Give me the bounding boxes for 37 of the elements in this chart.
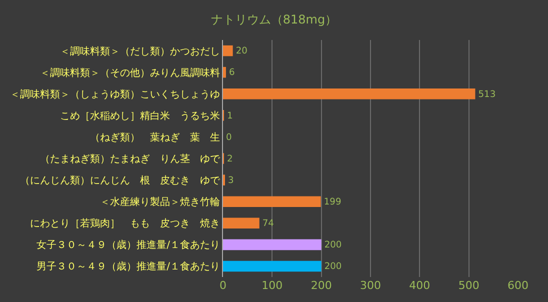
x-tick-label: 100 xyxy=(262,279,283,292)
y-tick-label: （たまねぎ類）たまねぎ りん茎 ゆで xyxy=(40,153,221,165)
y-tick-label: ＜水産練り製品＞焼き竹輪 xyxy=(100,196,220,208)
y-tick-label: こめ［水稲めし］精白米 うるち米 xyxy=(60,110,220,122)
chart-title: ナトリウム（818mg） xyxy=(210,12,338,26)
y-tick-label: ＜調味料類＞（だし類）かつおだし xyxy=(60,45,220,58)
data-label: 20 xyxy=(236,46,248,57)
data-label: 6 xyxy=(228,68,235,78)
y-tick-label: にわとり［若鶏肉］ もも 皮つき 焼き xyxy=(30,218,220,230)
bar xyxy=(223,260,322,272)
x-tick-label: 600 xyxy=(508,279,528,292)
data-label: 2 xyxy=(227,154,233,164)
y-tick-label: （にんじん類）にんじん 根 皮むき ゆで xyxy=(20,174,221,187)
x-tick-label: 500 xyxy=(458,279,480,292)
x-tick-label: 300 xyxy=(360,279,381,292)
data-label: 200 xyxy=(324,240,342,251)
y-tick-label: （ねぎ類） 葉ねぎ 葉 生 xyxy=(90,131,220,144)
bar xyxy=(223,88,476,100)
y-tick-label: 男子３０～４９（歳）推進量/１食あたり xyxy=(36,260,220,273)
y-tick-label: ＜調味料類＞（しょうゆ類）こいくちしょうゆ xyxy=(10,88,220,100)
data-label: 74 xyxy=(262,219,274,230)
y-tick-label: ＜調味料類＞（その他）みりん風調味料 xyxy=(40,66,220,79)
bar xyxy=(223,196,321,207)
bar xyxy=(223,45,233,56)
data-label: 1 xyxy=(227,111,233,122)
bar xyxy=(223,66,226,78)
x-tick-label: 400 xyxy=(409,279,430,292)
data-label: 200 xyxy=(324,262,342,272)
data-label: 3 xyxy=(228,176,234,186)
x-tick-label: 200 xyxy=(310,279,332,292)
x-tick-label: 0 xyxy=(220,279,226,292)
bar xyxy=(223,218,260,229)
data-label: 0 xyxy=(226,132,232,143)
data-label: 199 xyxy=(324,197,342,208)
y-tick-label: 女子３０～４９（歳）推進量/１食あたり xyxy=(36,239,220,252)
data-label: 513 xyxy=(478,90,496,100)
bar xyxy=(223,239,322,250)
